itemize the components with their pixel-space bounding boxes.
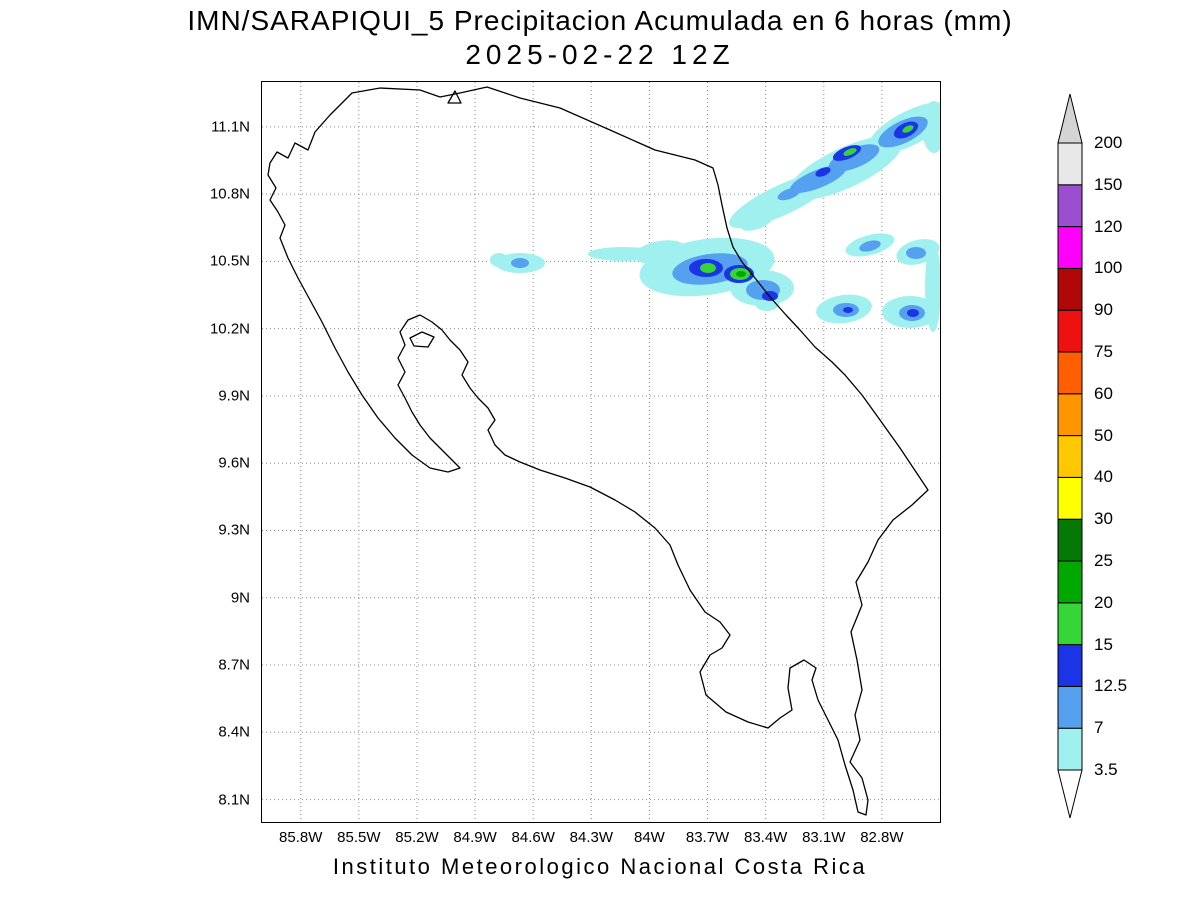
colorbar-segment [1057, 142, 1083, 186]
precipitation-shading-layer [490, 101, 940, 332]
precip-cell [902, 125, 914, 133]
precip-cell [777, 187, 801, 201]
colorbar-bottom-arrow [1057, 769, 1083, 819]
colorbar-level-label: 200 [1094, 133, 1123, 152]
x-tick-label: 84.3W [569, 829, 613, 846]
colorbar-level-label: 40 [1094, 467, 1113, 487]
colorbar-segment [1057, 435, 1083, 478]
colorbar-level-label: 30 [1094, 509, 1113, 529]
x-tick-label: 85.5W [337, 829, 381, 846]
colorbar-segment [1057, 476, 1083, 520]
x-tick-label: 85.8W [279, 829, 323, 846]
map-canvas [262, 82, 940, 822]
colorbar-level-label: 120 [1094, 216, 1123, 236]
precip-cell [906, 247, 926, 259]
y-tick-label: 10.2N [209, 320, 250, 338]
precip-cell [490, 253, 508, 267]
colorbar-segment [1057, 267, 1083, 311]
precip-cell [511, 258, 529, 268]
titles: IMN/SARAPIQUI_5 Precipitacion Acumulada … [0, 4, 1200, 72]
precip-cell [925, 242, 940, 332]
chira-island-outline [409, 331, 435, 348]
colorbar-level-label: 15 [1094, 634, 1113, 654]
x-tick-label: 84.9W [453, 829, 497, 846]
y-tick-label: 10.8N [209, 185, 250, 203]
colorbar-level-label: 3.5 [1094, 760, 1118, 779]
x-tick-label: 83.1W [802, 829, 846, 846]
colorbar-level-label: 100 [1094, 258, 1123, 278]
colorbar-level-label: 20 [1094, 592, 1113, 612]
colorbar-level-label: 50 [1094, 425, 1113, 445]
precip-cell [700, 263, 716, 273]
y-tick-label: 8.1N [218, 791, 250, 809]
colorbar-level-label: 90 [1094, 300, 1113, 320]
colorbar-top-arrow [1057, 93, 1083, 144]
colorbar-level-label: 12.5 [1094, 676, 1128, 696]
x-tick-label: 85.2W [395, 829, 439, 846]
map-plot-area [261, 81, 941, 823]
footer-caption: Instituto Meteorologico Nacional Costa R… [332, 854, 868, 879]
y-tick-label: 9.9N [218, 387, 250, 405]
chart-subtitle-datetime: 2025-02-22 12Z [465, 39, 735, 70]
gridlines-layer [262, 82, 940, 822]
y-tick-label: 9N [230, 589, 250, 607]
colorbar-segment [1057, 184, 1083, 228]
x-tick-label: 84W [634, 829, 665, 846]
colorbar-segment [1057, 309, 1083, 353]
precip-cell [789, 165, 847, 193]
y-tick-label: 9.3N [218, 521, 250, 539]
colorbar-segment [1057, 393, 1083, 437]
precip-cell [843, 307, 853, 313]
colorbar-segment [1057, 226, 1083, 269]
colorbar-segment [1057, 602, 1083, 646]
colorbar-level-label: 150 [1094, 174, 1123, 194]
precip-cell [736, 271, 746, 277]
precip-cell [740, 213, 774, 231]
chart-title: IMN/SARAPIQUI_5 Precipitacion Acumulada … [187, 5, 1013, 36]
colorbar [1056, 90, 1086, 822]
y-tick-label: 10.5N [209, 252, 250, 270]
precip-cell [843, 148, 857, 156]
colorbar-segment [1057, 685, 1083, 729]
y-tick-label: 11.1N [211, 118, 250, 136]
x-tick-label: 83.7W [685, 829, 730, 846]
colorbar-level-label: 75 [1094, 342, 1113, 361]
precip-cell [922, 101, 940, 153]
colorbar-segment [1057, 727, 1083, 771]
colorbar-level-label: 25 [1094, 551, 1113, 570]
colorbar-level-label: 60 [1094, 383, 1113, 403]
precip-cell [815, 167, 831, 177]
x-tick-label: 83.4W [743, 829, 788, 846]
coastline-layer [267, 86, 929, 816]
costa-rica-coastline [267, 86, 929, 816]
precip-cell [907, 309, 919, 317]
precip-cell [828, 144, 880, 172]
colorbar-level-label: 7 [1094, 718, 1104, 738]
colorbar-scale [1057, 93, 1083, 819]
precip-cell [859, 240, 881, 252]
x-tick-label: 84.6W [511, 829, 555, 846]
lake-island-outline [447, 90, 462, 104]
colorbar-segment [1057, 644, 1083, 687]
x-tick-label: 82.8W [860, 829, 904, 846]
precip-cell [634, 240, 686, 264]
colorbar-segment [1057, 351, 1083, 395]
y-tick-label: 9.6N [218, 454, 250, 472]
y-tick-label: 8.7N [218, 656, 250, 674]
colorbar-segment [1057, 518, 1083, 562]
colorbar-segment [1057, 560, 1083, 604]
y-tick-label: 8.4N [218, 723, 250, 741]
